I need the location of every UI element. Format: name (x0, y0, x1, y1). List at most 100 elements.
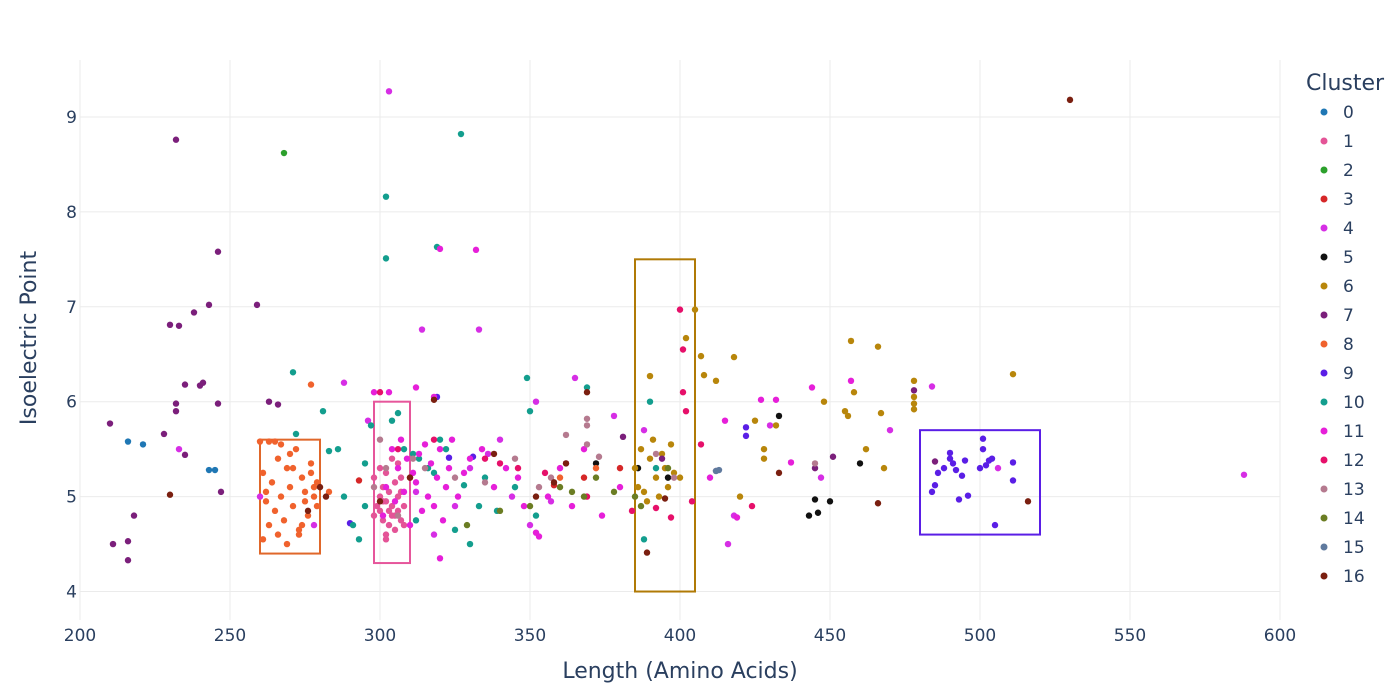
data-point-cluster-8[interactable] (259, 469, 267, 477)
data-point-cluster-14[interactable] (610, 488, 618, 496)
data-point-cluster-8[interactable] (271, 507, 279, 515)
data-point-cluster-4[interactable] (496, 436, 504, 443)
data-point-cluster-10[interactable] (430, 469, 438, 477)
data-point-cluster-6[interactable] (862, 445, 870, 453)
data-point-cluster-1[interactable] (379, 517, 387, 524)
data-point-cluster-6[interactable] (646, 372, 654, 380)
data-point-cluster-8[interactable] (256, 438, 264, 445)
data-point-cluster-10[interactable] (442, 445, 450, 453)
legend-marker[interactable] (1320, 311, 1328, 319)
data-point-cluster-14[interactable] (637, 502, 645, 510)
data-point-cluster-16[interactable] (661, 495, 669, 502)
data-point-cluster-11[interactable] (460, 469, 468, 477)
data-point-cluster-1[interactable] (385, 507, 393, 515)
data-point-cluster-14[interactable] (592, 474, 600, 481)
data-point-cluster-7[interactable] (217, 488, 225, 496)
data-point-cluster-8[interactable] (277, 493, 285, 500)
data-point-cluster-14[interactable] (556, 483, 564, 491)
data-point-cluster-8[interactable] (556, 474, 564, 481)
data-point-cluster-4[interactable] (610, 412, 618, 420)
data-point-cluster-8[interactable] (262, 498, 270, 505)
data-point-cluster-11[interactable] (415, 450, 423, 458)
data-point-cluster-4[interactable] (532, 398, 540, 405)
data-point-cluster-4[interactable] (412, 488, 420, 496)
data-point-cluster-8[interactable] (307, 460, 315, 467)
data-point-cluster-8[interactable] (274, 531, 282, 538)
data-point-cluster-11[interactable] (424, 493, 432, 500)
data-point-cluster-14[interactable] (496, 507, 504, 515)
data-point-cluster-10[interactable] (367, 422, 375, 429)
data-point-cluster-11[interactable] (418, 507, 426, 515)
data-point-cluster-13[interactable] (409, 455, 417, 462)
data-point-cluster-12[interactable] (376, 389, 384, 396)
data-point-cluster-8[interactable] (298, 521, 306, 529)
data-point-cluster-10[interactable] (436, 436, 444, 443)
data-point-cluster-11[interactable] (409, 469, 417, 477)
data-point-cluster-4[interactable] (310, 521, 318, 529)
data-point-cluster-11[interactable] (412, 479, 420, 486)
legend-marker[interactable] (1320, 514, 1328, 522)
data-point-cluster-11[interactable] (439, 517, 447, 524)
data-point-cluster-11[interactable] (502, 464, 510, 472)
data-point-cluster-0[interactable] (205, 466, 213, 474)
data-point-cluster-9[interactable] (979, 435, 987, 442)
data-point-cluster-8[interactable] (268, 479, 276, 486)
data-point-cluster-5[interactable] (805, 512, 813, 519)
data-point-cluster-5[interactable] (856, 460, 864, 467)
data-point-cluster-1[interactable] (385, 521, 393, 529)
data-point-cluster-6[interactable] (670, 469, 678, 477)
data-point-cluster-7[interactable] (190, 309, 198, 316)
data-point-cluster-6[interactable] (850, 389, 858, 396)
data-point-cluster-13[interactable] (583, 415, 591, 422)
data-point-cluster-7[interactable] (166, 321, 174, 329)
data-point-cluster-9[interactable] (445, 454, 453, 461)
data-point-cluster-4[interactable] (526, 521, 534, 529)
legend-marker[interactable] (1320, 456, 1328, 464)
data-point-cluster-11[interactable] (421, 441, 429, 448)
data-point-cluster-9[interactable] (931, 482, 939, 489)
data-point-cluster-6[interactable] (877, 409, 885, 417)
data-point-cluster-1[interactable] (370, 512, 378, 519)
data-point-cluster-11[interactable] (490, 483, 498, 491)
data-point-cluster-6[interactable] (658, 450, 666, 458)
data-point-cluster-16[interactable] (643, 549, 651, 556)
legend-label[interactable]: 4 (1343, 219, 1354, 239)
data-point-cluster-6[interactable] (844, 412, 852, 420)
data-point-cluster-12[interactable] (667, 514, 675, 521)
data-point-cluster-11[interactable] (466, 455, 474, 462)
data-point-cluster-1[interactable] (388, 502, 396, 510)
legend-label[interactable]: 14 (1343, 509, 1365, 529)
data-point-cluster-7[interactable] (124, 557, 132, 564)
data-point-cluster-6[interactable] (841, 407, 849, 415)
data-point-cluster-6[interactable] (736, 493, 744, 500)
data-point-cluster-14[interactable] (526, 502, 534, 510)
data-point-cluster-6[interactable] (664, 483, 672, 491)
data-point-cluster-4[interactable] (364, 417, 372, 424)
data-point-cluster-4[interactable] (547, 498, 555, 505)
data-point-cluster-11[interactable] (370, 389, 378, 396)
data-point-cluster-11[interactable] (448, 436, 456, 443)
data-point-cluster-4[interactable] (475, 326, 483, 333)
data-point-cluster-6[interactable] (655, 493, 663, 500)
data-point-cluster-6[interactable] (682, 334, 690, 342)
data-point-cluster-12[interactable] (748, 502, 756, 510)
data-point-cluster-16[interactable] (406, 474, 414, 481)
data-point-cluster-1[interactable] (382, 531, 390, 538)
data-point-cluster-1[interactable] (397, 517, 405, 524)
legend-marker[interactable] (1320, 253, 1328, 261)
data-point-cluster-13[interactable] (394, 512, 402, 519)
data-point-cluster-1[interactable] (394, 507, 402, 515)
data-point-cluster-4[interactable] (724, 540, 732, 548)
data-point-cluster-9[interactable] (952, 466, 960, 474)
data-point-cluster-4[interactable] (466, 464, 474, 472)
data-point-cluster-1[interactable] (391, 526, 399, 534)
data-point-cluster-5[interactable] (775, 412, 783, 420)
data-point-cluster-1[interactable] (376, 464, 384, 472)
data-point-cluster-12[interactable] (496, 460, 504, 467)
data-point-cluster-9[interactable] (1009, 477, 1017, 484)
data-point-cluster-7[interactable] (172, 407, 180, 415)
data-point-cluster-1[interactable] (397, 474, 405, 481)
data-point-cluster-8[interactable] (259, 536, 267, 543)
data-point-cluster-9[interactable] (742, 432, 750, 440)
data-point-cluster-1[interactable] (382, 469, 390, 477)
